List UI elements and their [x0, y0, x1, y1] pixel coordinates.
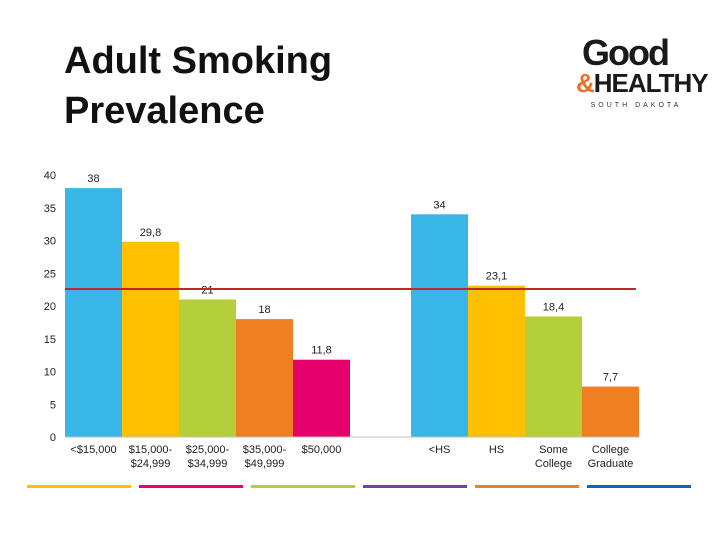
bar [122, 241, 179, 437]
footer-stripe [139, 485, 243, 488]
y-tick-label: 20 [44, 301, 56, 313]
footer-color-stripes [24, 485, 696, 489]
category-label: College [592, 444, 629, 456]
y-tick-label: 40 [44, 170, 56, 182]
y-tick-label: 35 [44, 203, 56, 215]
y-tick-label: 10 [44, 367, 56, 379]
category-label: $15,000- [129, 444, 173, 456]
smoking-prevalence-chart: 0 5 10 15 20 25 30 35 40 38 <$15,000 29,8 $15,000- $2… [44, 170, 640, 470]
y-tick-label: 30 [44, 236, 56, 248]
title-line-1: Adult Smoking [64, 40, 333, 82]
footer-stripe [27, 485, 131, 488]
category-label: College [535, 458, 572, 470]
footer-stripe [363, 485, 467, 488]
data-label: 29,8 [140, 227, 161, 239]
category-label: $50,000 [302, 444, 342, 456]
category-label: Some [539, 444, 568, 456]
bar [411, 214, 468, 437]
category-label: $34,999 [188, 458, 228, 470]
category-label: <HS [429, 444, 451, 456]
category-label: Graduate [588, 458, 634, 470]
bar [468, 285, 525, 437]
footer-stripe [587, 485, 691, 488]
bar [582, 386, 639, 437]
category-label: $35,000- [243, 444, 287, 456]
bar [65, 188, 122, 437]
category-label: $24,999 [131, 458, 171, 470]
data-label: 38 [87, 173, 99, 185]
logo-healthy-text: &HEALTHY [576, 68, 709, 98]
y-tick-label: 5 [50, 399, 56, 411]
good-and-healthy-logo: Good &HEALTHY SOUTH DAKOTA [572, 32, 709, 116]
y-tick-label: 25 [44, 268, 56, 280]
bar [293, 359, 350, 437]
bar [236, 319, 293, 437]
bar [525, 316, 582, 437]
data-label: 23,1 [486, 271, 507, 283]
slide-title: Adult Smoking Prevalence [64, 36, 464, 136]
data-label: 34 [433, 199, 445, 211]
data-label: 18,4 [543, 301, 564, 313]
category-label: <$15,000 [70, 444, 116, 456]
data-label: 21 [201, 284, 213, 296]
logo-ampersand: & [576, 68, 595, 98]
y-tick-label: 15 [44, 334, 56, 346]
category-label: $49,999 [245, 458, 285, 470]
logo-healthy-word: HEALTHY [593, 68, 709, 98]
bar [179, 299, 236, 437]
logo-subtitle: SOUTH DAKOTA [590, 102, 682, 109]
y-tick-label: 0 [50, 432, 56, 444]
logo-good-text: Good [582, 32, 670, 73]
category-label: $25,000- [186, 444, 230, 456]
data-label: 7,7 [603, 372, 618, 384]
data-label: 18 [258, 304, 270, 316]
category-label: HS [489, 444, 504, 456]
title-line-2: Prevalence [64, 90, 265, 132]
data-label: 11,8 [311, 345, 332, 357]
footer-stripe [251, 485, 355, 488]
footer-stripe [475, 485, 579, 488]
